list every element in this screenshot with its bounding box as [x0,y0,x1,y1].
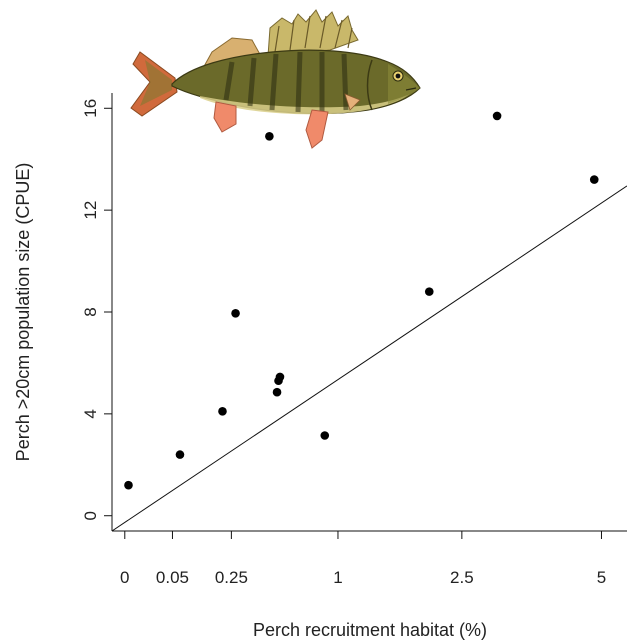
x-tick-label: 2.5 [450,568,474,587]
data-point [218,407,227,416]
x-tick-label: 0.25 [215,568,248,587]
x-axis-title: Perch recruitment habitat (%) [253,620,487,640]
y-tick-label: 0 [81,511,100,520]
data-point [175,450,185,459]
y-tick-label: 16 [81,99,100,118]
x-tick-label: 1 [333,568,342,587]
perch-fish-illustration [130,9,421,149]
y-tick-label: 8 [81,307,100,316]
data-point [272,387,282,397]
regression-line [111,185,627,532]
data-point [231,308,240,318]
y-tick-label: 12 [81,201,100,220]
y-axis-title: Perch >20cm population size (CPUE) [13,163,33,462]
data-point [275,372,285,382]
data-point [492,111,502,121]
data-point [589,175,599,184]
regression-line-group [111,185,627,532]
x-tick-label: 0.05 [156,568,189,587]
data-point [424,287,434,296]
x-tick-label: 0 [120,568,129,587]
axis-ticks: 0 0.05 0.25 1 2.5 5 0 4 8 12 16 [81,99,606,587]
x-tick-label: 5 [597,568,606,587]
data-point [124,480,133,490]
data-point [265,131,274,141]
data-point [320,431,330,440]
data-points [124,111,599,490]
y-tick-label: 4 [81,409,100,418]
